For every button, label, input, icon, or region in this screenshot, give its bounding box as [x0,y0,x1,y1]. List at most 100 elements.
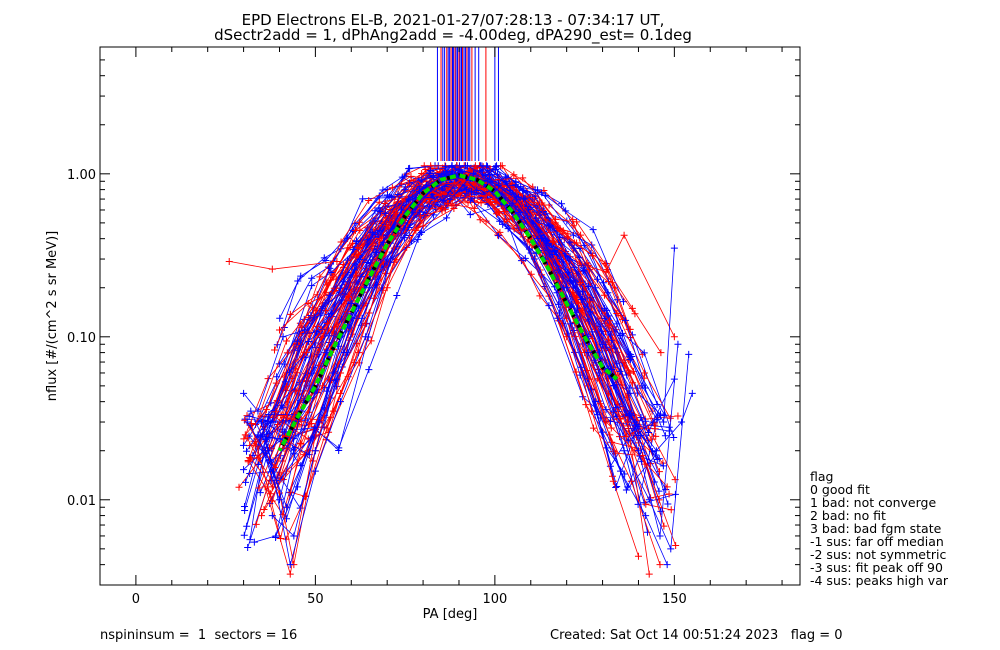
data-point-marker [290,532,298,540]
data-point-marker [599,428,607,436]
data-point-marker [655,487,663,495]
data-point-marker [358,314,366,322]
data-point-marker [555,309,563,317]
data-point-marker [649,418,657,426]
data-point-marker [588,241,596,249]
data-point-marker [606,331,614,339]
red-trace [280,184,614,429]
data-point-marker [444,199,452,207]
data-point-marker [319,382,327,390]
data-point-marker [426,166,434,174]
data-point-marker [476,216,484,224]
data-point-marker [569,231,577,239]
data-point-marker [465,167,473,175]
data-point-marker [272,532,280,540]
axis-ticks-layer: 0 50 100 150 0.01 0.10 1.00 [67,46,800,607]
data-point-marker [563,314,571,322]
data-point-marker [405,195,413,203]
data-point-marker [538,199,546,207]
data-point-marker [286,561,294,569]
y-tick-label: 0.10 [67,331,96,346]
data-point-marker [622,486,630,494]
data-point-marker [450,190,458,198]
data-point-marker [598,340,606,348]
data-point-marker [270,346,278,354]
data-point-marker [254,407,262,415]
data-point-marker [602,406,610,414]
data-point-marker [640,499,648,507]
data-point-marker [322,278,330,286]
data-point-marker [520,195,528,203]
data-point-marker [261,447,269,455]
data-point-marker [294,277,302,285]
traces-layer [225,162,696,578]
data-point-marker [652,447,660,455]
data-point-marker [469,170,477,178]
data-point-marker [371,207,379,215]
data-point-marker [663,561,671,569]
data-point-marker [302,328,310,336]
blue-trace [260,165,617,456]
data-point-marker [252,520,260,528]
data-point-marker [406,164,414,172]
data-point-marker [519,186,527,194]
data-point-marker [471,162,479,170]
data-point-marker [276,314,284,322]
chart-title-line1: EPD Electrons EL-B, 2021-01-27/07:28:13 … [242,11,665,29]
y-tick-label: 0.01 [67,494,96,509]
data-point-marker [337,238,345,246]
data-point-marker [268,512,276,520]
data-point-marker [301,425,309,433]
data-point-marker [247,454,255,462]
data-point-marker [640,369,648,377]
data-point-marker [482,217,490,225]
data-point-marker [509,199,517,207]
legend-title: flag [810,469,833,484]
data-point-marker [548,250,556,258]
data-point-marker [685,350,693,358]
legend-item: 1 bad: not converge [810,495,936,510]
data-point-marker [577,363,585,371]
data-point-marker [521,254,529,262]
data-point-marker [365,197,373,205]
data-point-marker [414,235,422,243]
data-point-marker [353,272,361,280]
data-point-marker [545,222,553,230]
data-point-marker [317,309,325,317]
data-point-marker [372,248,380,256]
data-point-marker [631,418,639,426]
data-point-marker [640,349,648,357]
data-point-marker [667,545,675,553]
data-point-marker [325,332,333,340]
data-point-marker [407,172,415,180]
data-point-marker [326,291,334,299]
data-point-marker [466,192,474,200]
data-point-marker [620,447,628,455]
data-point-marker [564,268,572,276]
data-point-marker [542,192,550,200]
data-point-marker [637,414,645,422]
data-point-marker [394,190,402,198]
data-point-marker [327,276,335,284]
data-point-marker [572,368,580,376]
data-point-marker [308,434,316,442]
data-point-marker [570,244,578,252]
data-point-marker [446,195,454,203]
data-point-marker [279,333,287,341]
data-point-marker [624,418,632,426]
data-point-marker [437,190,445,198]
data-point-marker [376,235,384,243]
data-point-marker [642,417,650,425]
data-point-marker [362,333,370,341]
data-point-marker [569,216,577,224]
data-point-marker [670,333,678,341]
data-point-marker [294,337,302,345]
data-point-marker [678,418,686,426]
data-point-marker [381,209,389,217]
data-point-marker [588,252,596,260]
data-point-marker [276,435,284,443]
data-point-marker [586,298,594,306]
data-point-marker [443,214,451,222]
data-point-marker [329,287,337,295]
data-point-marker [243,522,251,530]
